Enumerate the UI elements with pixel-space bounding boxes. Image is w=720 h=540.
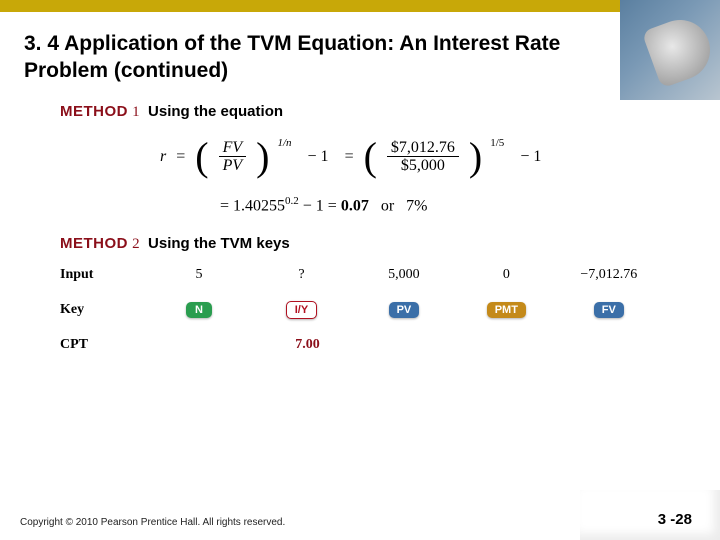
eq-exp-2: 1/5	[490, 137, 504, 149]
eq-exp-1: 1/n	[277, 137, 291, 149]
page-number: 3 -28	[658, 511, 692, 528]
tvm-key-label: Key	[60, 302, 148, 318]
tvm-input-pmt: 0	[455, 267, 557, 283]
eq2-exp: 0.2	[285, 195, 299, 207]
tvm-key-n-cell: N	[148, 302, 250, 318]
copyright-footer: Copyright © 2010 Pearson Prentice Hall. …	[20, 517, 285, 528]
tvm-table: Input 5 ? 5,000 0 −7,012.76 Key N I/Y PV…	[60, 267, 660, 353]
tvm-input-label: Input	[60, 267, 148, 283]
page-shadow	[580, 490, 720, 540]
method-2-number: 2	[132, 236, 140, 252]
tvm-input-row: Input 5 ? 5,000 0 −7,012.76	[60, 267, 660, 283]
eq-rparen-2: )	[469, 137, 482, 177]
tvm-input-iy: ?	[250, 267, 352, 283]
eq-r: r	[160, 148, 166, 166]
eq-fv2: $7,012.76	[387, 139, 459, 158]
method-2-desc: Using the TVM keys	[148, 235, 290, 252]
top-accent-bar	[0, 0, 720, 12]
tvm-key-pmt: PMT	[487, 302, 526, 318]
equation-line-1: r = ( FV PV ) 1/n − 1 = ( $7,012.76 $5,0…	[160, 137, 660, 177]
tvm-cpt-value: 7.00	[255, 337, 360, 353]
method-2-heading: METHOD 2 Using the TVM keys	[60, 235, 660, 253]
slide-content: METHOD 1 Using the equation r = ( FV PV …	[0, 95, 720, 353]
eq2-a: = 1.40255	[220, 197, 285, 214]
tvm-cpt-label: CPT	[60, 337, 150, 353]
method-1-number: 1	[132, 104, 140, 120]
eq-minus-2: − 1	[520, 148, 541, 166]
tvm-input-fv: −7,012.76	[558, 267, 660, 283]
tvm-input-pv: 5,000	[353, 267, 455, 283]
eq-pv2: $5,000	[397, 157, 449, 175]
tvm-key-fv: FV	[594, 302, 624, 318]
tvm-key-pv-cell: PV	[353, 302, 455, 318]
tvm-key-fv-cell: FV	[558, 302, 660, 318]
tvm-key-row: Key N I/Y PV PMT FV	[60, 301, 660, 319]
eq-lparen-2: (	[364, 137, 377, 177]
eq-lparen-1: (	[195, 137, 208, 177]
eq2-b: − 1 =	[303, 197, 341, 214]
equation-line-2: = 1.402550.2 − 1 = 0.07 or 7%	[220, 195, 660, 215]
eq-rparen-1: )	[256, 137, 269, 177]
tvm-input-n: 5	[148, 267, 250, 283]
eq-equals-1: =	[176, 148, 185, 166]
tvm-cpt-row: CPT 7.00	[60, 337, 660, 353]
eq-fv: FV	[219, 139, 247, 158]
tvm-key-iy-cell: I/Y	[250, 301, 352, 319]
eq2-pct: 7%	[406, 197, 427, 214]
eq-frac-1: FV PV	[219, 139, 247, 175]
method-1-desc: Using the equation	[148, 103, 283, 120]
eq-frac-2: $7,012.76 $5,000	[387, 139, 459, 175]
method-1-label: METHOD	[60, 103, 128, 120]
method-2-label: METHOD	[60, 235, 128, 252]
slide-title: 3. 4 Application of the TVM Equation: An…	[0, 12, 590, 95]
tvm-key-n: N	[186, 302, 212, 318]
tvm-key-pv: PV	[389, 302, 420, 318]
tvm-key-pmt-cell: PMT	[455, 302, 557, 318]
eq-pv: PV	[219, 157, 247, 175]
eq-minus-1: − 1	[308, 148, 329, 166]
method-1-heading: METHOD 1 Using the equation	[60, 103, 660, 121]
corner-decorative-image	[620, 0, 720, 100]
eq-equals-2: =	[345, 148, 354, 166]
tvm-key-iy: I/Y	[286, 301, 317, 319]
eq2-val: 0.07	[341, 197, 369, 214]
eq2-or: or	[381, 197, 394, 214]
